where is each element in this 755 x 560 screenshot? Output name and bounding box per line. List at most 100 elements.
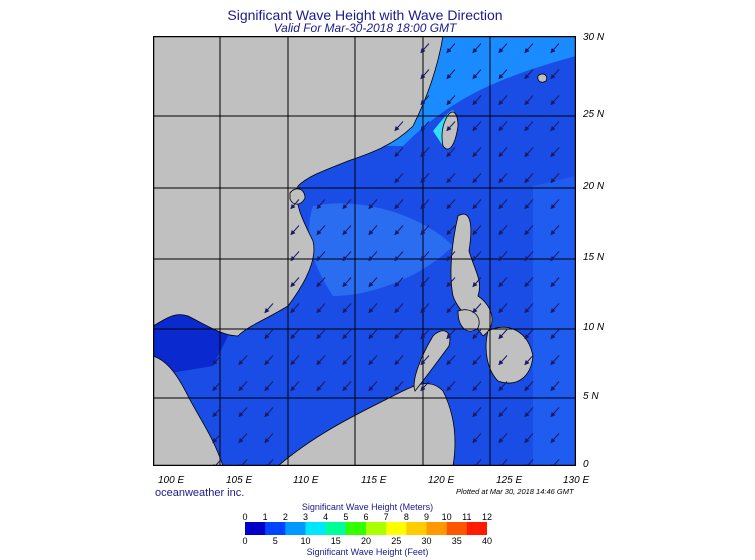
luzon [450,213,493,337]
wave-direction-arrow [550,69,560,80]
colorbar-meters-tick: 2 [282,512,288,522]
wave-direction-arrow [550,303,560,314]
wave-direction-arrow [420,121,430,132]
wave-direction-arrow [212,407,222,418]
colorbar-feet-tick: 40 [481,536,493,546]
wave-direction-arrow [550,433,560,444]
wave-direction-arrow [498,355,508,366]
wave-direction-arrow [394,121,404,132]
wave-direction-arrow [498,329,508,340]
wave-direction-arrow [498,433,508,444]
wave-direction-arrow [524,147,534,158]
wave-direction-arrow [342,225,352,236]
wave-direction-arrow [394,381,404,392]
wave-direction-arrow [550,329,560,340]
wave-direction-arrow [420,173,430,184]
lon-label-100e: 100 E [158,475,185,486]
wave-direction-arrow [342,251,352,262]
wave-direction-arrow [316,225,326,236]
wave-direction-arrow [446,199,456,210]
wave-direction-arrow [524,381,534,392]
wave-direction-arrow [316,329,326,340]
wave-direction-arrow [472,303,482,314]
wave-direction-arrow [472,277,482,288]
wave-direction-arrow [524,173,534,184]
wave-direction-arrow [342,199,352,210]
wave-direction-arrow [420,277,430,288]
wave-direction-arrow [368,303,378,314]
hainan [289,188,306,205]
colorbar-swatch [386,522,407,535]
wave-direction-arrow [550,95,560,106]
wave-direction-arrow [420,329,430,340]
wave-direction-arrow [498,43,508,54]
lon-label-130e: 130 E [563,475,590,486]
wave-direction-arrow [316,303,326,314]
wave-direction-arrow [524,225,534,236]
wave-direction-arrow [394,355,404,366]
wave-direction-arrow [446,225,456,236]
wave-direction-arrow [420,251,430,262]
wave-direction-arrow [290,303,300,314]
wave-direction-arrow [212,433,222,444]
wave-direction-arrow [420,95,430,106]
colorbar-meters-tick: 10 [441,512,452,522]
wave-direction-arrow [420,225,430,236]
borneo [276,383,456,467]
lon-label-110e: 110 E [293,475,319,486]
wave-direction-arrow [264,407,274,418]
colorbar-swatch [446,522,468,535]
wave-direction-arrow [472,381,482,392]
wave-direction-arrow [524,69,534,80]
wave-direction-arrow [550,121,560,132]
wave-direction-arrow [264,433,274,444]
lat-lon-grid [153,36,576,466]
colorbar-meters-tick: 4 [323,512,329,522]
wave-direction-arrow [238,381,248,392]
mindanao [485,326,534,384]
wave-direction-arrow [550,355,560,366]
wave-direction-arrow [524,277,534,288]
wave-direction-arrow [394,225,404,236]
colorbar-feet-tick: 35 [451,536,462,546]
wave-direction-arrow [316,199,326,210]
wave-direction-arrow [472,407,482,418]
colorbar-meters-tick: 12 [481,512,493,522]
wave-direction-arrow [316,381,326,392]
wave-direction-arrow [498,199,508,210]
wave-direction-arrow [446,95,456,106]
wave-direction-arrow [446,277,456,288]
lat-label-5n: 5 N [583,391,599,402]
wave-direction-arrow [472,95,482,106]
wave-direction-arrow [420,199,430,210]
colorbar-meters-tick: 8 [403,512,409,522]
wave-direction-arrow [368,329,378,340]
wave-direction-arrow [420,303,430,314]
colorbar-swatch [466,522,488,535]
wave-direction-arrow [394,329,404,340]
wave-direction-arrow [550,147,560,158]
wave-direction-arrow [342,381,352,392]
lat-label-15n: 15 N [583,252,605,263]
wave-direction-arrow [394,303,404,314]
wave-direction-arrow [316,277,326,288]
wave-direction-arrow [524,121,534,132]
colorbar-meters-tick: 0 [242,512,248,522]
wave-direction-arrow [264,329,274,340]
wave-direction-arrow [368,251,378,262]
colorbar-feet-title: Significant Wave Height (Feet) [306,547,429,557]
wave-direction-arrow [342,303,352,314]
colorbar-meters-tick: 7 [383,512,389,522]
wave-direction-arrow [212,355,222,366]
credit-text: oceanweather inc. [155,487,245,499]
wave-direction-arrow [446,173,456,184]
wave-height-map [152,35,577,470]
colorbar-swatch [345,522,367,535]
wave-direction-arrow [446,303,456,314]
wave-direction-arrow [472,225,482,236]
colorbar-feet-tick: 0 [242,536,248,546]
wave-direction-arrow [524,329,534,340]
wave-direction-arrow [524,199,534,210]
lat-label-0: 0 [583,459,589,470]
colorbar-meters-tick: 1 [262,512,268,522]
